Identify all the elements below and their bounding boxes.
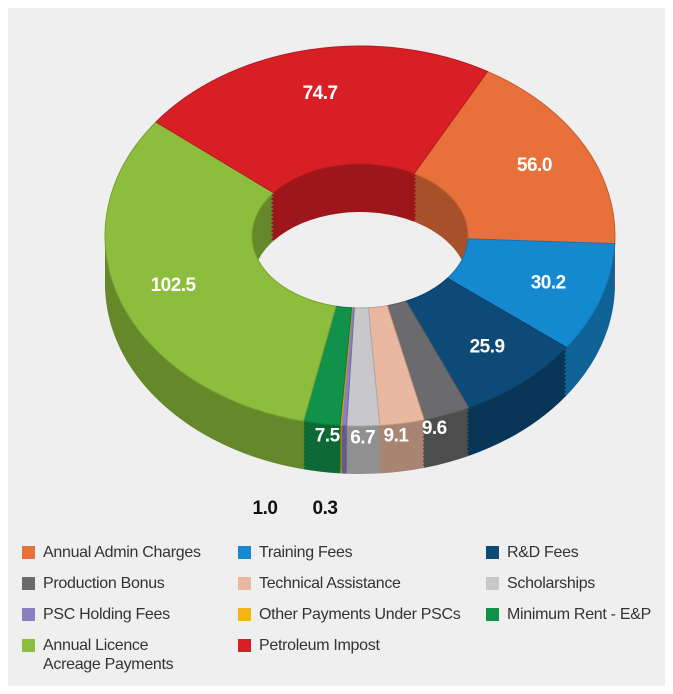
legend-item: Production Bonus [22, 574, 165, 593]
donut-plot: 56.0 30.2 25.9 9.6 9.1 6.7 1.0 0.3 7.5 102.5 74.7 [104, 45, 616, 519]
data-label: 1.0 [253, 498, 278, 519]
legend-label: Training Fees [259, 544, 353, 561]
legend-swatch [486, 608, 499, 621]
legend-label: Production Bonus [43, 575, 165, 592]
legend-swatch [22, 639, 35, 652]
legend-label: Technical Assistance [259, 575, 401, 592]
data-label: 9.6 [422, 418, 447, 439]
legend-label: Annual Admin Charges [43, 544, 201, 561]
legend-item: Minimum Rent - E&P [486, 605, 651, 624]
legend-item: R&D Fees [486, 543, 579, 562]
legend-label: Minimum Rent - E&P [507, 606, 651, 623]
legend-label: Annual Licence Acreage Payments [43, 637, 174, 673]
legend-item: Other Payments Under PSCs [238, 605, 461, 624]
legend-swatch [238, 639, 251, 652]
legend-swatch [22, 577, 35, 590]
data-label: 0.3 [313, 498, 338, 519]
data-label: 6.7 [350, 428, 375, 449]
legend-item: Petroleum Impost [238, 636, 380, 655]
legend-swatch [238, 608, 251, 621]
data-label: 30.2 [531, 273, 566, 294]
legend-label: Petroleum Impost [259, 637, 380, 654]
legend-swatch [486, 546, 499, 559]
data-label: 102.5 [151, 275, 197, 296]
legend-label: PSC Holding Fees [43, 606, 170, 623]
legend-swatch [238, 546, 251, 559]
legend-label: Other Payments Under PSCs [259, 606, 461, 623]
legend-item: Training Fees [238, 543, 353, 562]
legend-label: Scholarships [507, 575, 596, 592]
legend-item: Annual Admin Charges [22, 543, 201, 562]
data-label: 74.7 [303, 83, 338, 104]
legend-swatch [486, 577, 499, 590]
legend-swatch [22, 546, 35, 559]
legend-swatch [238, 577, 251, 590]
data-label: 56.0 [517, 155, 552, 176]
legend-item: Annual Licence Acreage Payments [22, 636, 182, 674]
legend-swatch [22, 608, 35, 621]
legend-label: R&D Fees [507, 544, 579, 561]
legend-item: PSC Holding Fees [22, 605, 170, 624]
legend-item: Scholarships [486, 574, 595, 593]
data-label: 25.9 [470, 337, 505, 358]
chart: 56.0 30.2 25.9 9.6 9.1 6.7 1.0 0.3 7.5 102.5 74.7 … [8, 8, 665, 686]
slice [155, 45, 489, 194]
slice [413, 70, 616, 245]
slice [104, 121, 337, 422]
legend-item: Technical Assistance [238, 574, 401, 593]
data-label: 7.5 [315, 426, 341, 447]
data-label: 9.1 [384, 425, 410, 446]
